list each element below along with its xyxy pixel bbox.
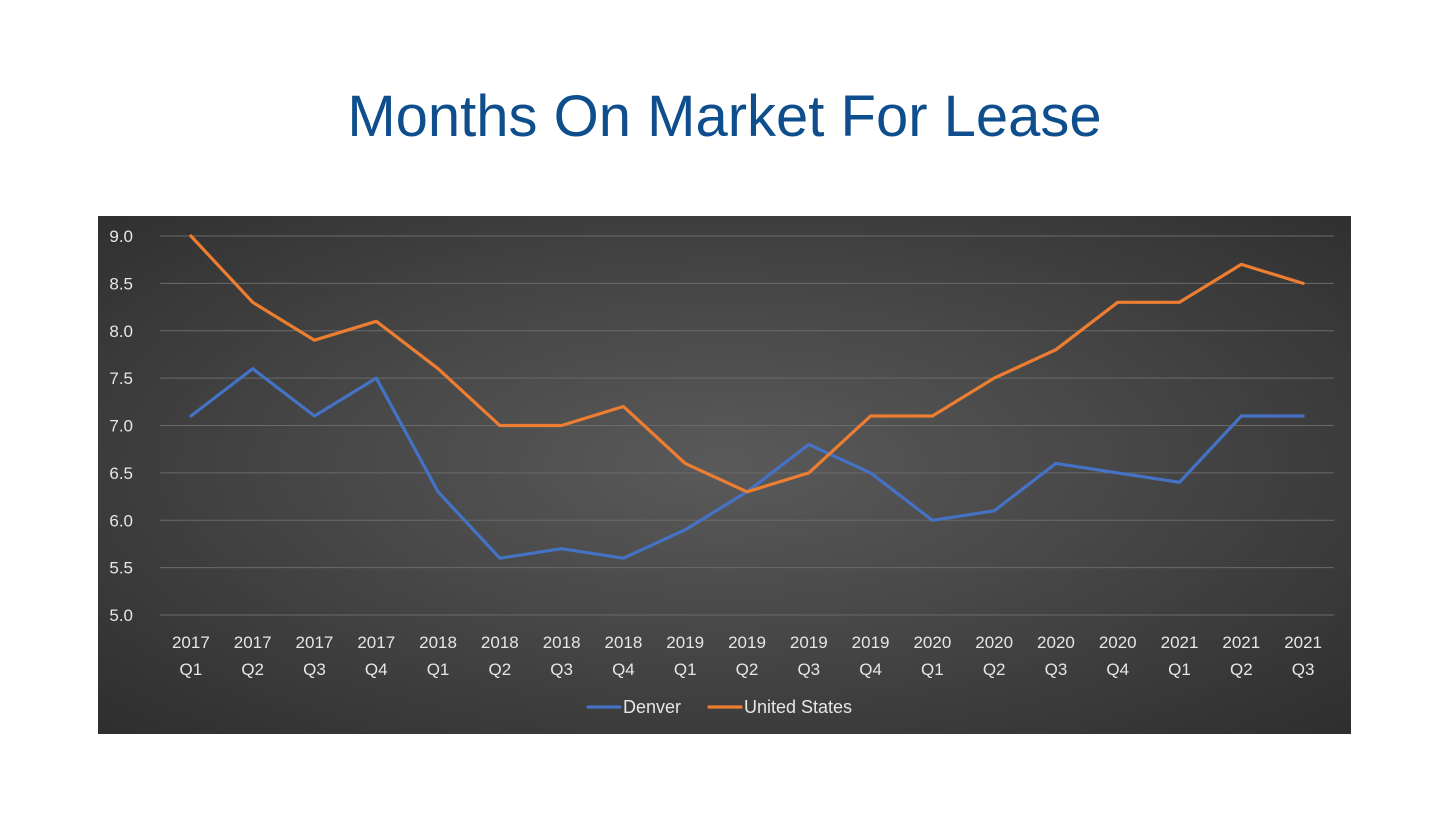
- legend-label-denver: Denver: [623, 697, 681, 717]
- x-tick-label-year: 2020: [1099, 633, 1137, 652]
- x-tick-label-year: 2017: [172, 633, 210, 652]
- x-tick-label-quarter: Q1: [427, 660, 450, 679]
- y-tick-label: 6.0: [109, 511, 133, 530]
- x-tick-label-quarter: Q2: [241, 660, 264, 679]
- y-tick-label: 9.0: [109, 227, 133, 246]
- series-line-denver: [189, 367, 1305, 560]
- x-tick-label-year: 2018: [605, 633, 643, 652]
- x-tick-label-year: 2019: [852, 633, 890, 652]
- y-tick-label: 7.0: [109, 417, 133, 436]
- y-tick-label: 5.5: [109, 559, 133, 578]
- x-tick-label-year: 2018: [419, 633, 457, 652]
- x-tick-label-quarter: Q1: [921, 660, 944, 679]
- x-tick-label-quarter: Q3: [797, 660, 820, 679]
- x-tick-label-quarter: Q1: [1168, 660, 1191, 679]
- x-tick-label-year: 2021: [1284, 633, 1322, 652]
- x-tick-label-year: 2020: [975, 633, 1013, 652]
- x-tick-label-year: 2017: [234, 633, 272, 652]
- x-tick-label-quarter: Q4: [612, 660, 635, 679]
- x-tick-label-quarter: Q1: [180, 660, 203, 679]
- x-tick-label-quarter: Q4: [1106, 660, 1129, 679]
- legend-label-united-states: United States: [744, 697, 852, 717]
- x-tick-label-quarter: Q2: [736, 660, 759, 679]
- x-tick-label-year: 2019: [790, 633, 828, 652]
- x-tick-label-quarter: Q4: [859, 660, 882, 679]
- chart-area: 9.0 8.5 8.0 7.5 7.0 6.5 6.0 5.5 5.0 2017 Q1 2017 Q2 2…: [98, 216, 1351, 734]
- x-tick-label-year: 2018: [543, 633, 581, 652]
- y-tick-label: 8.0: [109, 322, 133, 341]
- x-tick-label-quarter: Q3: [1045, 660, 1068, 679]
- x-tick-label-quarter: Q4: [365, 660, 388, 679]
- y-tick-label: 5.0: [109, 606, 133, 625]
- x-tick-label-year: 2019: [666, 633, 704, 652]
- legend-item-united-states: United States: [707, 697, 852, 717]
- series-line-united-states: [189, 234, 1305, 494]
- x-tick-label-quarter: Q1: [674, 660, 697, 679]
- x-tick-label-quarter: Q2: [983, 660, 1006, 679]
- x-tick-label-quarter: Q2: [488, 660, 511, 679]
- y-tick-label: 8.5: [109, 274, 133, 293]
- x-tick-label-year: 2017: [296, 633, 334, 652]
- chart-title: Months On Market For Lease: [347, 84, 1102, 149]
- x-tick-label-year: 2017: [357, 633, 395, 652]
- x-tick-label-quarter: Q3: [550, 660, 573, 679]
- x-tick-label-quarter: Q3: [1292, 660, 1315, 679]
- legend-item-denver: Denver: [586, 697, 681, 717]
- x-tick-label-year: 2019: [728, 633, 766, 652]
- x-tick-label-year: 2020: [1037, 633, 1075, 652]
- x-tick-label-year: 2020: [913, 633, 951, 652]
- x-tick-label-year: 2021: [1222, 633, 1260, 652]
- x-tick-label-quarter: Q2: [1230, 660, 1253, 679]
- y-tick-label: 7.5: [109, 369, 133, 388]
- x-tick-label-quarter: Q3: [303, 660, 326, 679]
- x-tick-label-year: 2018: [481, 633, 519, 652]
- y-tick-label: 6.5: [109, 464, 133, 483]
- line-chart: 9.0 8.5 8.0 7.5 7.0 6.5 6.0 5.5 5.0 2017 Q1 2017 Q2 2…: [109, 227, 1334, 717]
- x-tick-label-year: 2021: [1161, 633, 1199, 652]
